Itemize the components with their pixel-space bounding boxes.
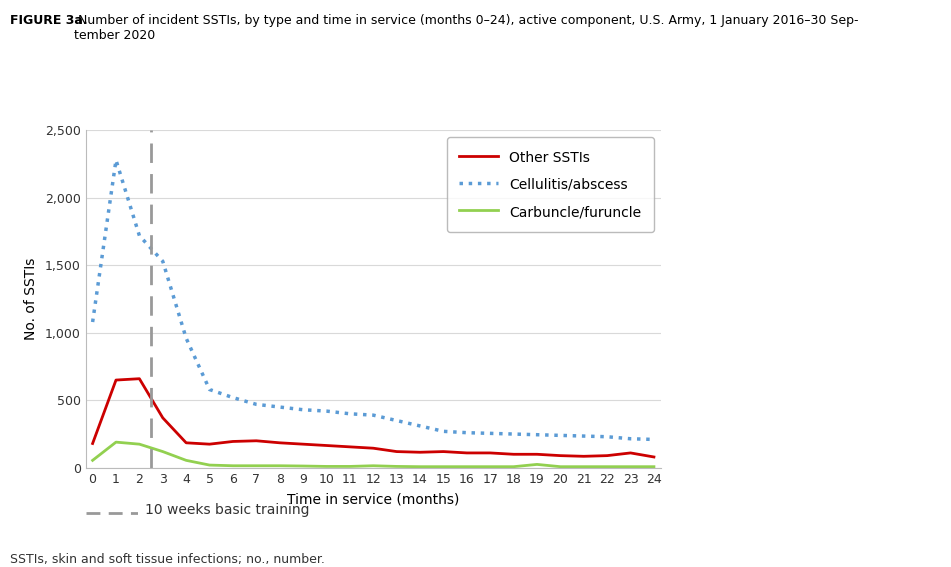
Cellulitis/abscess <box>110 156 122 163</box>
Carbuncle/furuncle <box>508 463 519 470</box>
Other SSTIs <box>134 375 146 382</box>
Other SSTIs <box>578 453 590 460</box>
Cellulitis/abscess <box>508 431 519 438</box>
Cellulitis/abscess <box>181 335 192 342</box>
Cellulitis/abscess <box>625 435 636 442</box>
Carbuncle/furuncle <box>578 463 590 470</box>
Cellulitis/abscess <box>344 411 356 417</box>
Other SSTIs <box>484 450 495 456</box>
Line: Other SSTIs: Other SSTIs <box>92 379 654 457</box>
Other SSTIs <box>391 448 402 455</box>
Carbuncle/furuncle <box>274 462 285 469</box>
Other SSTIs <box>274 439 285 446</box>
Carbuncle/furuncle <box>298 463 309 469</box>
Other SSTIs <box>251 437 262 444</box>
Other SSTIs <box>601 452 612 459</box>
Cellulitis/abscess <box>157 258 168 265</box>
X-axis label: Time in service (months): Time in service (months) <box>287 493 459 506</box>
Carbuncle/furuncle <box>391 463 402 470</box>
Cellulitis/abscess <box>461 429 473 436</box>
Other SSTIs <box>87 440 98 447</box>
Text: FIGURE 3a.: FIGURE 3a. <box>10 14 87 27</box>
Text: SSTIs, skin and soft tissue infections; no., number.: SSTIs, skin and soft tissue infections; … <box>10 553 324 566</box>
Cellulitis/abscess <box>578 433 590 439</box>
Line: Carbuncle/furuncle: Carbuncle/furuncle <box>92 442 654 467</box>
Other SSTIs <box>344 443 356 450</box>
Cellulitis/abscess <box>274 404 285 411</box>
Cellulitis/abscess <box>484 430 495 437</box>
Legend: Other SSTIs, Cellulitis/abscess, Carbuncle/furuncle: Other SSTIs, Cellulitis/abscess, Carbunc… <box>447 137 654 232</box>
Carbuncle/furuncle <box>87 457 98 464</box>
Text: Number of incident SSTIs, by type and time in service (months 0–24), active comp: Number of incident SSTIs, by type and ti… <box>74 14 859 42</box>
Carbuncle/furuncle <box>484 463 495 470</box>
Carbuncle/furuncle <box>415 463 426 470</box>
Carbuncle/furuncle <box>625 463 636 470</box>
Cellulitis/abscess <box>649 436 660 443</box>
Carbuncle/furuncle <box>134 441 146 447</box>
Other SSTIs <box>415 449 426 456</box>
Carbuncle/furuncle <box>367 462 378 469</box>
Carbuncle/furuncle <box>181 457 192 464</box>
Other SSTIs <box>461 450 473 456</box>
Cellulitis/abscess <box>227 394 239 401</box>
Cellulitis/abscess <box>601 433 612 440</box>
Cellulitis/abscess <box>415 422 426 429</box>
Other SSTIs <box>298 441 309 447</box>
Carbuncle/furuncle <box>437 463 449 470</box>
Cellulitis/abscess <box>298 407 309 413</box>
Y-axis label: No. of SSTIs: No. of SSTIs <box>24 258 38 340</box>
Carbuncle/furuncle <box>320 463 332 470</box>
Cellulitis/abscess <box>251 401 262 408</box>
Other SSTIs <box>227 438 239 445</box>
Carbuncle/furuncle <box>344 463 356 470</box>
Other SSTIs <box>532 451 543 458</box>
Other SSTIs <box>508 451 519 458</box>
Carbuncle/furuncle <box>532 461 543 468</box>
Other SSTIs <box>320 442 332 449</box>
Other SSTIs <box>649 454 660 460</box>
Cellulitis/abscess <box>134 232 146 239</box>
Cellulitis/abscess <box>87 319 98 325</box>
Carbuncle/furuncle <box>227 462 239 469</box>
Cellulitis/abscess <box>437 428 449 435</box>
Cellulitis/abscess <box>391 417 402 424</box>
Other SSTIs <box>367 445 378 451</box>
Cellulitis/abscess <box>320 408 332 414</box>
Carbuncle/furuncle <box>157 448 168 455</box>
Cellulitis/abscess <box>532 431 543 438</box>
Text: 10 weeks basic training: 10 weeks basic training <box>145 503 309 517</box>
Other SSTIs <box>554 452 566 459</box>
Cellulitis/abscess <box>367 412 378 418</box>
Other SSTIs <box>437 448 449 455</box>
Other SSTIs <box>204 441 215 447</box>
Carbuncle/furuncle <box>554 463 566 470</box>
Carbuncle/furuncle <box>204 462 215 468</box>
Carbuncle/furuncle <box>601 463 612 470</box>
Other SSTIs <box>157 414 168 421</box>
Other SSTIs <box>181 439 192 446</box>
Carbuncle/furuncle <box>110 439 122 446</box>
Carbuncle/furuncle <box>461 463 473 470</box>
Other SSTIs <box>625 450 636 456</box>
Carbuncle/furuncle <box>251 462 262 469</box>
Cellulitis/abscess <box>554 432 566 439</box>
Carbuncle/furuncle <box>649 463 660 470</box>
Line: Cellulitis/abscess: Cellulitis/abscess <box>92 160 654 439</box>
Other SSTIs <box>110 376 122 383</box>
Cellulitis/abscess <box>204 386 215 393</box>
